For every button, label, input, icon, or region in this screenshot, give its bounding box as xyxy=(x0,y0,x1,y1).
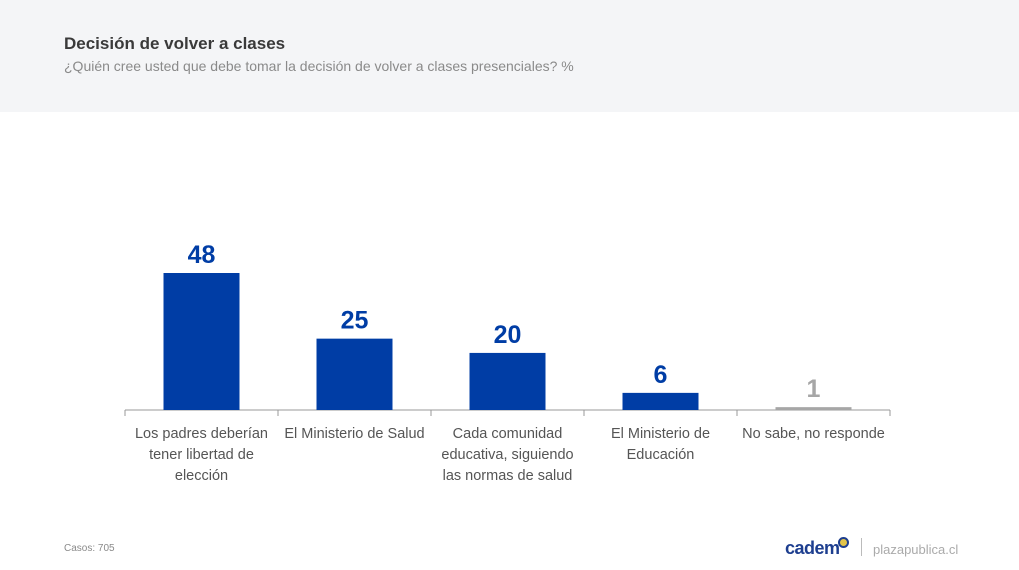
data-label: 25 xyxy=(341,307,369,335)
footer-divider xyxy=(861,538,862,556)
bar xyxy=(316,338,393,410)
data-label: 48 xyxy=(188,241,216,269)
site-link[interactable]: plazapublica.cl xyxy=(873,542,959,557)
bar xyxy=(469,352,546,410)
data-label: 1 xyxy=(807,375,821,403)
bar xyxy=(775,407,852,410)
header: Decisión de volver a clases ¿Quién cree … xyxy=(0,0,1019,112)
category-label: Los padres deberían tener libertad de el… xyxy=(134,426,268,484)
data-label: 20 xyxy=(494,321,522,349)
category-label: El Ministerio de Salud xyxy=(284,426,425,442)
bar xyxy=(163,273,240,410)
chart-title: Decisión de volver a clases xyxy=(64,34,286,53)
bar xyxy=(622,392,699,410)
data-label: 6 xyxy=(654,361,668,389)
category-label: El Ministerio de Educación xyxy=(610,426,711,463)
cadem-logo: cadem xyxy=(785,538,840,558)
category-label: No sabe, no responde xyxy=(742,426,885,442)
cases-count: Casos: 705 xyxy=(64,543,115,554)
logo-dot-icon xyxy=(838,537,849,548)
chart-subtitle: ¿Quién cree usted que debe tomar la deci… xyxy=(64,58,574,74)
category-label: Cada comunidad educativa, siguiendo las … xyxy=(441,426,574,484)
